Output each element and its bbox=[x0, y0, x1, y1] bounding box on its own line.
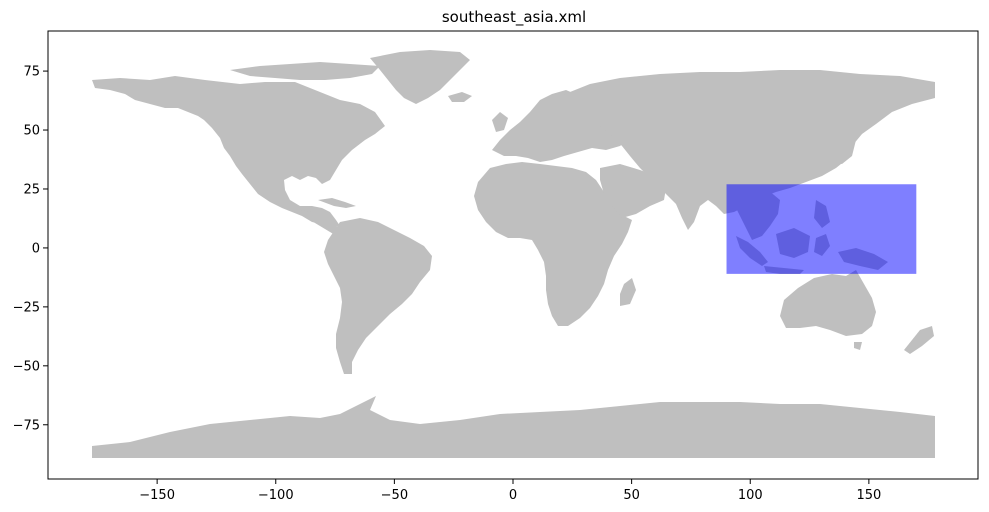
landmass-uk bbox=[492, 112, 508, 132]
x-axis-ticks: −150 −100 −50 0 50 100 150 bbox=[139, 479, 881, 503]
landmass-japan bbox=[834, 128, 856, 164]
chart-title: southeast_asia.xml bbox=[442, 8, 586, 27]
landmass-antarctica bbox=[92, 396, 935, 458]
landmass-north-america bbox=[92, 76, 385, 226]
landmass-south-america bbox=[324, 218, 432, 374]
y-tick-label: −75 bbox=[13, 418, 40, 433]
landmass-arctic-islands bbox=[230, 62, 380, 80]
landmass-europe bbox=[492, 90, 630, 162]
landmass-tasmania bbox=[854, 342, 862, 350]
x-tick-label: 0 bbox=[509, 488, 517, 503]
y-tick-label: −25 bbox=[13, 300, 40, 315]
landmass-new-zealand bbox=[904, 326, 934, 354]
y-tick-label: 75 bbox=[23, 65, 40, 80]
x-tick-label: −150 bbox=[139, 488, 175, 503]
x-tick-label: 50 bbox=[623, 488, 640, 503]
landmass-australia bbox=[780, 270, 876, 336]
y-tick-label: 25 bbox=[23, 182, 40, 197]
y-tick-label: 0 bbox=[32, 241, 40, 256]
x-tick-label: 100 bbox=[738, 488, 763, 503]
landmass-madagascar bbox=[620, 278, 636, 306]
y-tick-label: −50 bbox=[13, 359, 40, 374]
plot-area: −150 −100 −50 0 50 100 150 75 50 25 0 −25 −50 −75 bbox=[13, 30, 979, 503]
landmass-iceland bbox=[448, 92, 472, 102]
x-tick-label: 150 bbox=[856, 488, 881, 503]
x-tick-label: −50 bbox=[381, 488, 408, 503]
y-axis-ticks: 75 50 25 0 −25 −50 −75 bbox=[13, 65, 48, 433]
landmass-caribbean bbox=[318, 198, 356, 208]
landmass-asia bbox=[560, 70, 935, 230]
landmass-africa bbox=[474, 162, 632, 326]
region-highlight bbox=[726, 184, 917, 274]
y-tick-label: 50 bbox=[23, 124, 40, 139]
x-tick-label: −100 bbox=[258, 488, 294, 503]
landmass-greenland bbox=[370, 50, 470, 104]
